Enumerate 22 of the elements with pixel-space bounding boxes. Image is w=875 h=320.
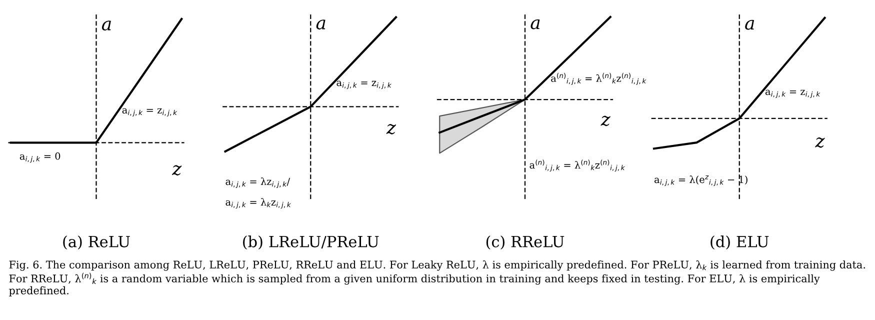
text: a$^{(n)}$$_{i,j,k}$ = λ$^{(n)}$$_{k}$z$^{(n)}$$_{i,j,k}$	[530, 160, 625, 172]
text: a$_{i,j,k}$ = λ(e$^{z}$$_{i,j,k}$ − 1)	[654, 176, 748, 186]
y-axis-title: a	[745, 20, 754, 30]
text: a$_{i,j,k}$ = λ$_{k}$z$_{i,j,k}$	[226, 198, 292, 209]
x-axis-title: z	[172, 165, 182, 176]
text: (c) RReLU	[486, 236, 564, 250]
y-axis-title: a	[316, 20, 326, 30]
annotation: a$_{i,j,k}$ = z$_{i,j,k}$	[765, 90, 820, 98]
x-axis-title: z	[815, 137, 825, 148]
annotation: a$_{i,j,k}$ = z$_{i,j,k}$	[336, 80, 392, 89]
text: (b) LReLU/PReLU	[243, 236, 379, 250]
x-axis-title: z	[386, 124, 396, 134]
text: a$^{(n)}$$_{i,j,k}$ = λ$^{(n)}$$_{k}$z$^{(n)}$$_{i,j,k}$	[551, 72, 646, 85]
text: (a) ReLU	[63, 236, 130, 250]
annotation: a$_{i,j,k}$ = z$_{i,j,k}$	[122, 108, 178, 116]
y-axis-title: a	[102, 20, 111, 30]
text: Fig. 6. The comparison among ReLU, LReLU, PReLU, RReLU and ELU. For Leaky ReLU, λ is empirically predefined. For PReLU, λ$_{k}$ is learned from training data. For RReLU, λ$^{(n)}$$_{k}$ is a random variable which is sampled from a given uniform distribution in training and keeps fixed in testing. For ELU, λ is empirically predefined.	[9, 260, 865, 296]
y-axis-title: a	[530, 19, 540, 30]
text: a$_{i,j,k}$ = λz$_{i,j,k}$/	[226, 177, 290, 188]
x-axis-title: z	[600, 116, 610, 126]
text: a$_{i,j,k}$ = 0	[20, 152, 60, 163]
text: (d) ELU	[710, 236, 769, 250]
